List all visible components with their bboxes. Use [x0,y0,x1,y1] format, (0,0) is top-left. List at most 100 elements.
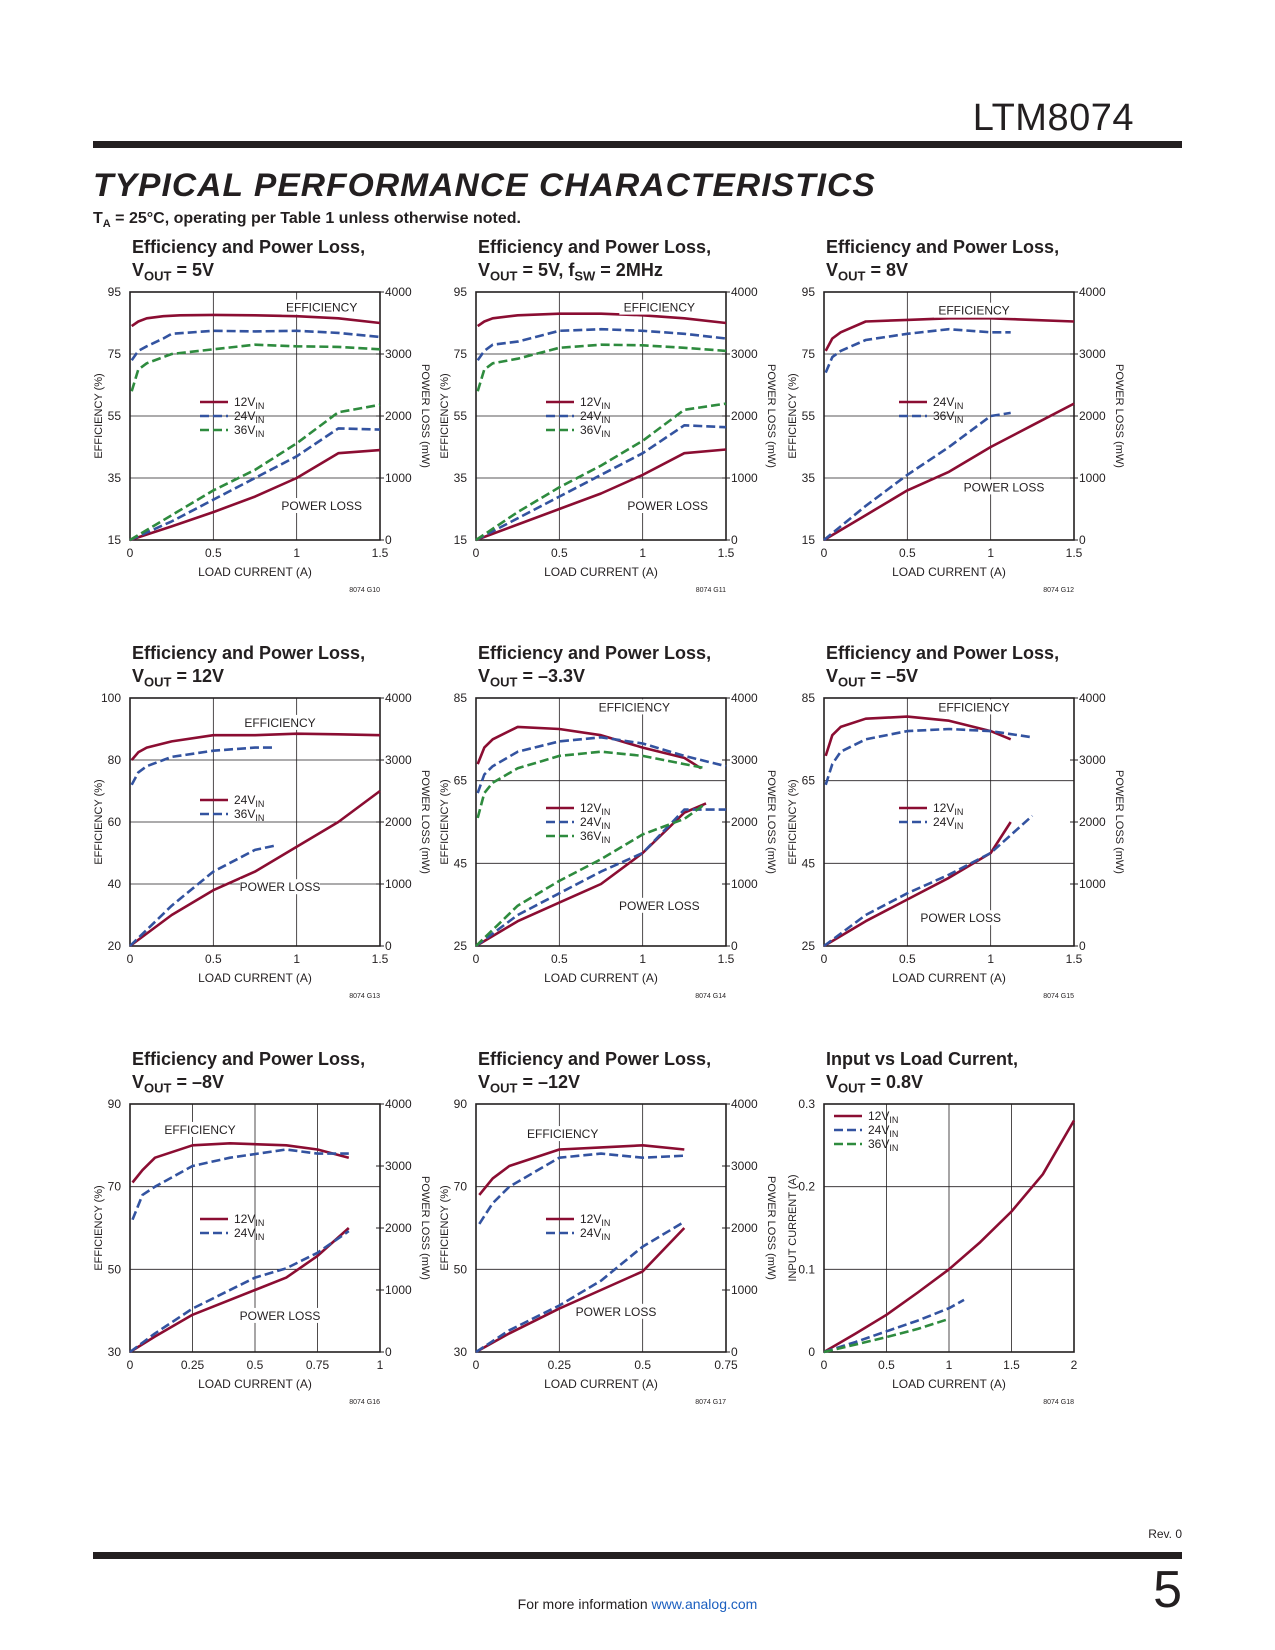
y-tick-label: 100 [101,691,121,705]
y-tick-label: 0.2 [798,1180,815,1194]
y2-tick-label: 0 [731,939,738,953]
x-tick-label: 1 [639,952,646,966]
series-line-12v-in [131,1142,350,1184]
figure-id: 8074 G13 [349,993,380,1000]
y2-tick-label: 1000 [385,877,412,891]
y-tick-label: 35 [108,471,122,485]
chart-g10: 0 0.5 1 1.5 15 35 55 75 95 0 1000 2000 3000 4000 LOAD … [93,285,431,594]
x-axis-label: LOAD CURRENT (A) [544,971,658,985]
y2-tick-label: 1000 [731,877,758,891]
chart-g16: 0 0.25 0.5 0.75 1 30 50 70 90 0 1000 2000 3000 4000 LO… [93,1097,431,1406]
chart-title-g18: Input vs Load Current, VOUT = 0.8V [826,1049,1019,1096]
y-tick-label: 75 [802,347,816,361]
y2-tick-label: 0 [385,939,392,953]
analog-link[interactable]: www.analog.com [651,1596,758,1612]
y2-tick-label: 2000 [731,409,758,423]
y-tick-label: 20 [108,939,122,953]
y-axis-label: EFFICIENCY (%) [787,779,799,864]
y2-axis-label: POWER LOSS (mW) [419,364,431,468]
y2-axis-label: POWER LOSS (mW) [419,1176,431,1280]
annotation-bg [240,714,320,730]
annotation-bg [240,879,320,895]
y-tick-label: 75 [454,347,468,361]
y-tick-label: 30 [454,1345,468,1359]
series-line-24v-in [824,727,1033,786]
page-number: 5 [1153,1561,1182,1619]
chart-g14: 0 0.5 1 1.5 25 45 65 85 0 1000 2000 3000 4000 LOAD CU… [439,691,777,1000]
y2-tick-label: 4000 [385,285,412,299]
y-axis-label: EFFICIENCY (%) [439,373,451,458]
chart-title-g17: Efficiency and Power Loss, VOUT = –12V [478,1049,712,1096]
revision: Rev. 0 [1148,1527,1182,1541]
x-axis-label: LOAD CURRENT (A) [198,565,312,579]
x-axis-label: LOAD CURRENT (A) [544,565,658,579]
annotation-label: EFFICIENCY [938,700,1009,714]
figure-id: 8074 G17 [695,1399,726,1406]
legend-label: 12VIN [580,1212,610,1228]
y-tick-label: 15 [108,533,122,547]
legend-label: 36VIN [234,423,264,439]
x-tick-label: 1.5 [718,546,735,560]
y-tick-label: 90 [108,1097,122,1111]
series-line-36v-in [823,1317,950,1354]
annotation-bg [594,699,675,715]
x-tick-label: 1.5 [1066,952,1083,966]
y-tick-label: 45 [802,856,816,870]
x-tick-label: 1 [987,546,994,560]
x-tick-label: 1 [293,952,300,966]
x-axis-label: LOAD CURRENT (A) [198,1377,312,1391]
y-tick-label: 85 [454,691,468,705]
y2-tick-label: 3000 [731,347,758,361]
figure-id: 8074 G15 [1043,993,1074,1000]
figure-id: 8074 G12 [1043,587,1074,594]
figure-id: 8074 G16 [349,1399,380,1406]
series-line-12v-in [130,313,381,328]
series-line-24v-in [476,736,727,794]
annotation-label: EFFICIENCY [599,700,670,714]
annotation-label: EFFICIENCY [164,1123,235,1137]
y-tick-label: 15 [802,533,816,547]
legend-label: 36VIN [933,409,963,425]
chart-g18: 0 0.5 1 1.5 2 0 0.1 0.2 0.3 LOAD CURRENT (A) INPUT… [787,1097,1078,1406]
legend-label: 12VIN [234,395,264,411]
x-tick-label: 0 [821,1358,828,1372]
series-line-12v-in [823,1119,1076,1354]
annotation-label: POWER LOSS [619,899,700,913]
y-tick-label: 65 [802,774,816,788]
plot-frame [823,1103,1075,1353]
x-tick-label: 0 [473,546,480,560]
annotation-bg [934,699,1014,715]
series-line-24v-in-loss [129,1230,350,1354]
legend-label: 12VIN [580,801,610,817]
y-tick-label: 75 [108,347,122,361]
y-tick-label: 70 [108,1180,122,1194]
y-tick-label: 50 [454,1262,468,1276]
y2-tick-label: 1000 [731,471,758,485]
annotation-label: POWER LOSS [627,499,708,513]
x-tick-label: 0.5 [899,952,916,966]
y-tick-label: 0.1 [798,1262,815,1276]
y-axis-label: EFFICIENCY (%) [93,1185,105,1270]
series-line-24v-in [824,317,1075,352]
figure-id: 8074 G18 [1043,1399,1074,1406]
x-tick-label: 0.5 [634,1358,651,1372]
x-axis-label: LOAD CURRENT (A) [892,1377,1006,1391]
annotation-label: POWER LOSS [281,499,362,513]
x-tick-label: 1 [639,546,646,560]
figure-id: 8074 G14 [695,993,726,1000]
y2-tick-label: 0 [731,1345,738,1359]
x-tick-label: 1 [946,1358,953,1372]
x-tick-label: 0 [821,952,828,966]
x-tick-label: 1.5 [1003,1358,1020,1372]
x-tick-label: 0.5 [878,1358,895,1372]
x-tick-label: 0 [821,546,828,560]
annotation-label: POWER LOSS [964,480,1045,494]
series-line-12v-in-loss [823,821,1012,948]
y2-axis-label: POWER LOSS (mW) [765,770,777,874]
legend-label: 24VIN [234,793,264,809]
series-line-12v-in [476,312,727,328]
y-tick-label: 45 [454,856,468,870]
x-tick-label: 0.5 [551,546,568,560]
y2-tick-label: 2000 [731,815,758,829]
x-tick-label: 0.5 [205,546,222,560]
